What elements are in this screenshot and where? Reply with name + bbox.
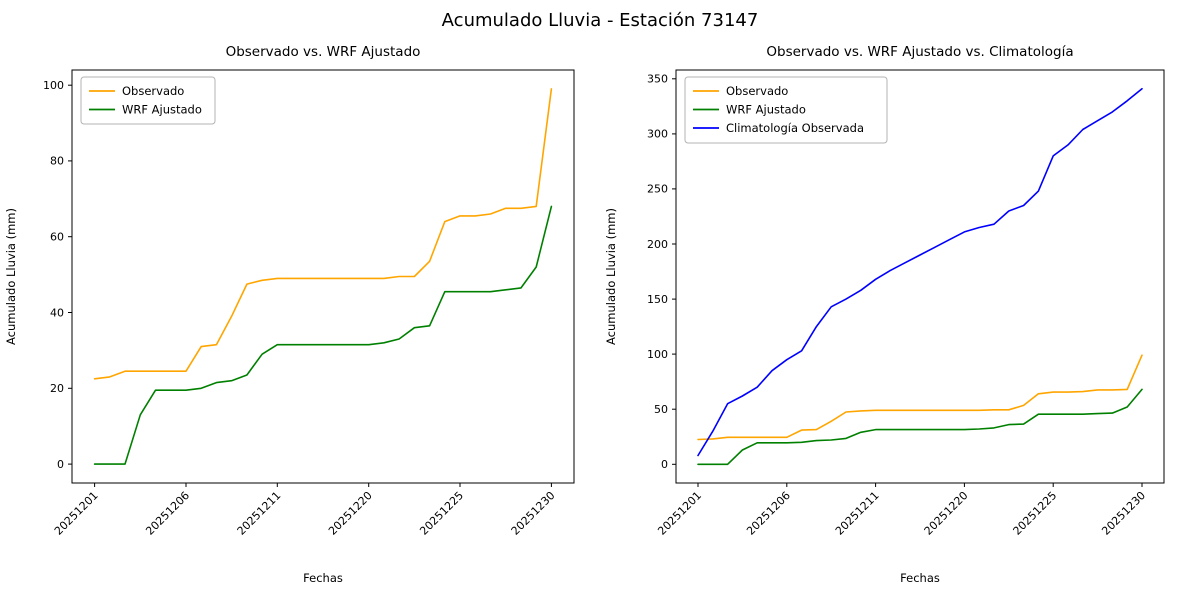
axes-box bbox=[71, 69, 575, 484]
series-line-climatologia-observada bbox=[697, 87, 1143, 457]
y-tick-label: 50 bbox=[654, 403, 668, 416]
legend-label-observado: Observado bbox=[726, 84, 788, 98]
x-tick-label: 20251220 bbox=[326, 489, 375, 538]
legend-label-wrf-ajustado: WRF Ajustado bbox=[726, 103, 806, 117]
legend-box bbox=[684, 76, 888, 144]
x-axis: 20251201 20251206 20251211 20251220 20251225… bbox=[52, 483, 558, 538]
x-tick-label: 20251220 bbox=[922, 489, 971, 538]
y-axis: 0 20 40 60 80 100 bbox=[43, 79, 72, 471]
x-axis-label: Fechas bbox=[303, 571, 343, 585]
subplot-title: Observado vs. WRF Ajustado vs. Climatolo… bbox=[766, 44, 1073, 60]
legend-label-wrf-ajustado: WRF Ajustado bbox=[122, 103, 202, 117]
x-tick-label: 20251230 bbox=[1099, 489, 1148, 538]
y-tick-label: 200 bbox=[647, 238, 668, 251]
y-tick-label: 0 bbox=[57, 458, 64, 471]
y-tick-label: 300 bbox=[647, 128, 668, 141]
x-tick-label: 20251206 bbox=[143, 489, 192, 538]
y-axis: 0 50 100 150 200 250 300 350 bbox=[647, 73, 676, 471]
y-tick-label: 40 bbox=[50, 306, 64, 319]
x-tick-label: 20251225 bbox=[417, 489, 466, 538]
y-tick-label: 60 bbox=[50, 231, 64, 244]
legend: Observado WRF Ajustado Climatología Observ… bbox=[684, 76, 888, 144]
x-tick-label: 20251225 bbox=[1011, 489, 1060, 538]
y-tick-label: 80 bbox=[50, 155, 64, 168]
legend-box bbox=[80, 76, 216, 125]
charts-container: Observado vs. WRF Ajustado 0 20 40 60 80 100 20… bbox=[0, 36, 1200, 591]
x-tick-label: 20251201 bbox=[655, 489, 704, 538]
axes-box bbox=[675, 69, 1165, 484]
x-tick-label: 20251211 bbox=[833, 489, 882, 538]
y-tick-label: 100 bbox=[647, 348, 668, 361]
y-tick-label: 20 bbox=[50, 382, 64, 395]
series-line-observado bbox=[93, 88, 553, 380]
x-tick-label: 20251230 bbox=[509, 489, 558, 538]
legend: Observado WRF Ajustado bbox=[80, 76, 216, 125]
y-axis-label: Acumulado Lluvia (mm) bbox=[604, 208, 618, 345]
legend-label-observado: Observado bbox=[122, 84, 184, 98]
series-line-observado bbox=[697, 354, 1143, 441]
x-axis: 20251201 20251206 20251211 20251220 20251225… bbox=[655, 483, 1148, 538]
y-tick-label: 350 bbox=[647, 73, 668, 86]
x-axis-label: Fechas bbox=[900, 571, 940, 585]
y-tick-label: 150 bbox=[647, 293, 668, 306]
x-tick-label: 20251206 bbox=[744, 489, 793, 538]
right-chart: Observado vs. WRF Ajustado vs. Climatolo… bbox=[600, 36, 1200, 591]
x-tick-label: 20251201 bbox=[52, 489, 101, 538]
series-line-wrf-ajustado bbox=[93, 205, 553, 465]
y-tick-label: 100 bbox=[43, 79, 64, 92]
y-axis-label: Acumulado Lluvia (mm) bbox=[4, 208, 18, 345]
legend-label-climatologia-observada: Climatología Observada bbox=[726, 121, 864, 135]
subplot-title: Observado vs. WRF Ajustado bbox=[226, 44, 421, 60]
x-tick-label: 20251211 bbox=[235, 489, 284, 538]
observado-vs-wrf-svg: Observado vs. WRF Ajustado 0 20 40 60 80 100 20… bbox=[4, 44, 575, 585]
main-title: Acumulado Lluvia - Estación 73147 bbox=[441, 10, 759, 31]
series-line-wrf-ajustado bbox=[697, 388, 1143, 466]
y-tick-label: 0 bbox=[661, 458, 668, 471]
y-tick-label: 250 bbox=[647, 183, 668, 196]
observado-vs-wrf-vs-climatologia-svg: Observado vs. WRF Ajustado vs. Climatolo… bbox=[604, 44, 1165, 585]
left-chart: Observado vs. WRF Ajustado 0 20 40 60 80 100 20… bbox=[0, 36, 600, 591]
